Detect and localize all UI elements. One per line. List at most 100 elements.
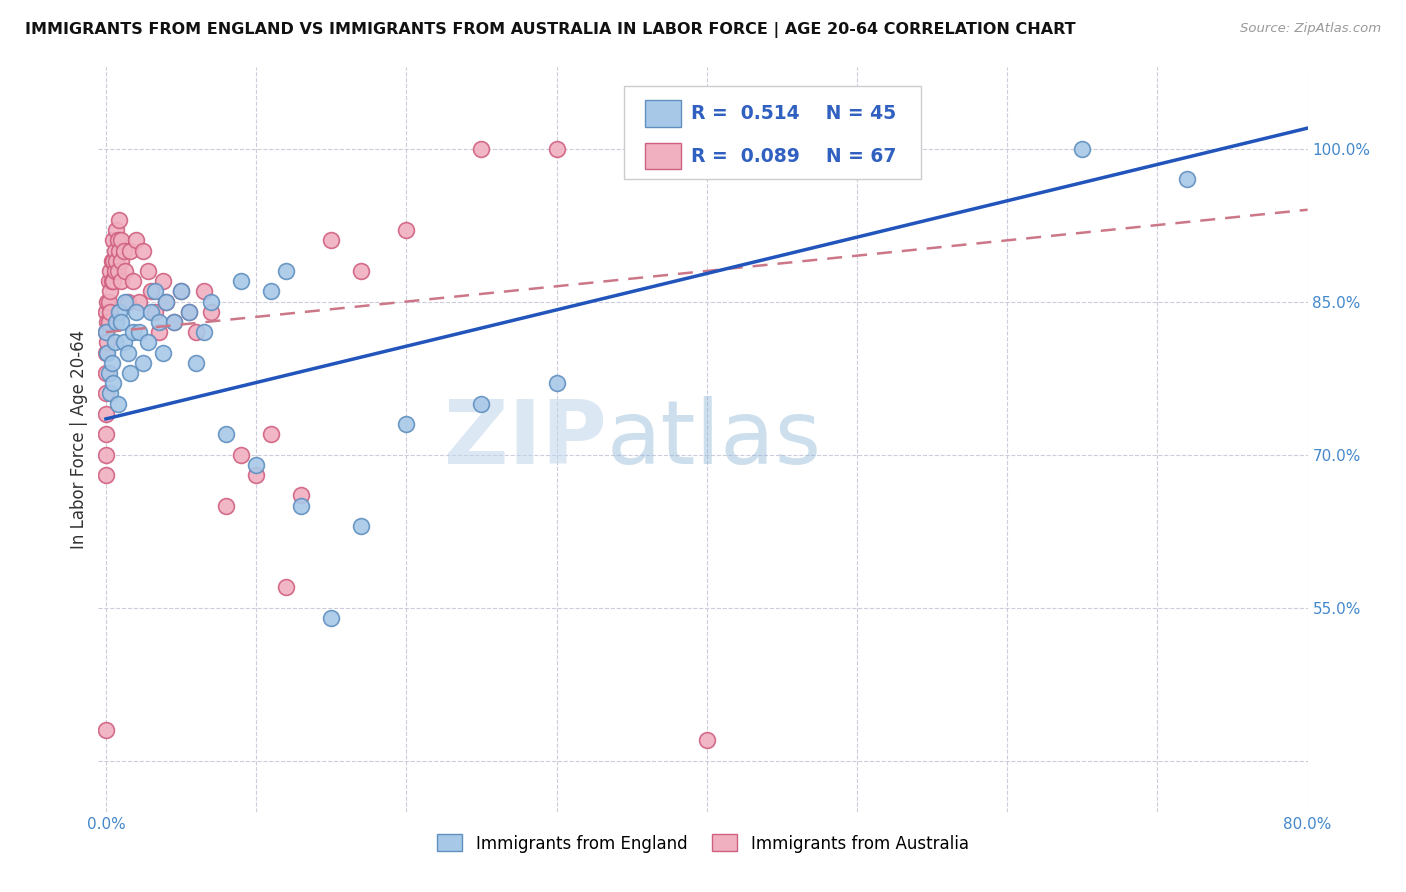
Point (193, 285, 215, 299)
Point (260, 285, 283, 299)
Point (96, 315, 118, 329)
Point (546, 142, 568, 156)
Point (229, 448, 252, 462)
Point (103, 253, 125, 268)
Point (177, 305, 200, 319)
Point (122, 325, 145, 339)
Point (162, 315, 184, 329)
Point (321, 233, 343, 247)
Point (114, 294, 136, 309)
Point (94, 325, 117, 339)
Point (470, 396, 492, 410)
Point (100, 264, 122, 278)
Point (101, 253, 124, 268)
Point (136, 335, 159, 350)
Point (94, 407, 117, 421)
Point (100, 305, 122, 319)
Point (184, 356, 207, 370)
Point (118, 366, 141, 380)
Point (94, 448, 117, 462)
Point (215, 427, 238, 442)
Legend: Immigrants from England, Immigrants from Australia: Immigrants from England, Immigrants from… (430, 828, 976, 859)
Point (94, 305, 117, 319)
Point (245, 468, 267, 483)
Point (94, 366, 117, 380)
Point (104, 335, 127, 350)
Point (100, 386, 122, 401)
Point (128, 294, 150, 309)
Point (94, 345, 117, 359)
Point (110, 253, 132, 268)
Text: IMMIGRANTS FROM ENGLAND VS IMMIGRANTS FROM AUSTRALIA IN LABOR FORCE | AGE 20-64 : IMMIGRANTS FROM ENGLAND VS IMMIGRANTS FR… (25, 22, 1076, 38)
Point (132, 244, 155, 258)
Point (110, 315, 132, 329)
Point (105, 315, 128, 329)
Point (94, 427, 117, 442)
Text: atlas: atlas (606, 396, 821, 483)
Point (245, 458, 267, 472)
Point (107, 264, 129, 278)
Text: R =  0.089    N = 67: R = 0.089 N = 67 (690, 146, 896, 166)
Point (94, 386, 117, 401)
FancyBboxPatch shape (624, 86, 921, 178)
Point (94, 468, 117, 483)
Point (103, 233, 125, 247)
Point (145, 285, 167, 299)
Point (200, 305, 222, 319)
Point (193, 325, 215, 339)
Point (155, 294, 177, 309)
Point (139, 305, 162, 319)
Point (125, 233, 148, 247)
Point (122, 274, 145, 288)
Point (101, 356, 124, 370)
Point (470, 142, 492, 156)
Point (112, 335, 135, 350)
Point (148, 315, 170, 329)
Point (96, 294, 118, 309)
Point (112, 244, 135, 258)
Point (110, 274, 132, 288)
Point (546, 376, 568, 391)
Point (1071, 142, 1094, 156)
Text: ZIP: ZIP (443, 396, 606, 483)
FancyBboxPatch shape (645, 143, 682, 169)
Point (696, 733, 718, 747)
Point (215, 499, 238, 513)
Point (118, 244, 141, 258)
Point (110, 233, 132, 247)
Point (395, 223, 418, 237)
Point (139, 285, 162, 299)
Point (97, 315, 120, 329)
Y-axis label: In Labor Force | Age 20-64: In Labor Force | Age 20-64 (70, 330, 89, 549)
Point (395, 417, 418, 431)
Point (152, 274, 174, 288)
Point (96, 335, 118, 350)
Point (125, 305, 148, 319)
Point (108, 305, 131, 319)
Point (145, 305, 167, 319)
Point (104, 264, 127, 278)
Point (148, 325, 170, 339)
Point (290, 488, 312, 502)
Text: Source: ZipAtlas.com: Source: ZipAtlas.com (1240, 22, 1381, 36)
Point (103, 376, 125, 391)
Point (100, 285, 122, 299)
Point (170, 285, 193, 299)
Point (155, 294, 177, 309)
Point (1177, 172, 1199, 186)
Point (276, 580, 298, 594)
Point (108, 244, 131, 258)
Point (107, 396, 129, 410)
Point (128, 325, 150, 339)
Point (260, 427, 283, 442)
Point (152, 345, 174, 359)
Point (162, 315, 184, 329)
Point (177, 305, 200, 319)
Text: R =  0.514    N = 45: R = 0.514 N = 45 (690, 103, 896, 123)
Point (290, 499, 312, 513)
Point (136, 264, 159, 278)
Point (105, 253, 128, 268)
Point (94, 723, 117, 737)
Point (94, 325, 117, 339)
Point (117, 345, 139, 359)
